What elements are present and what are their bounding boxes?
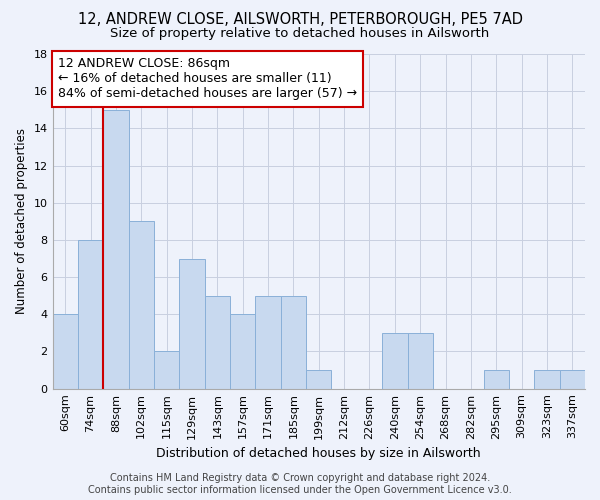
Bar [103,110,128,388]
Bar [281,296,306,388]
Text: 12 ANDREW CLOSE: 86sqm
← 16% of detached houses are smaller (11)
84% of semi-det: 12 ANDREW CLOSE: 86sqm ← 16% of detached… [58,58,357,100]
Text: Contains HM Land Registry data © Crown copyright and database right 2024.
Contai: Contains HM Land Registry data © Crown c… [88,474,512,495]
Bar [53,314,78,388]
Text: Size of property relative to detached houses in Ailsworth: Size of property relative to detached ho… [110,28,490,40]
Text: 12, ANDREW CLOSE, AILSWORTH, PETERBOROUGH, PE5 7AD: 12, ANDREW CLOSE, AILSWORTH, PETERBOROUG… [77,12,523,28]
X-axis label: Distribution of detached houses by size in Ailsworth: Distribution of detached houses by size … [157,447,481,460]
Bar [382,333,407,388]
Bar [78,240,103,388]
Bar [407,333,433,388]
Bar [534,370,560,388]
Bar [179,258,205,388]
Y-axis label: Number of detached properties: Number of detached properties [15,128,28,314]
Bar [256,296,281,388]
Bar [128,222,154,388]
Bar [484,370,509,388]
Bar [205,296,230,388]
Bar [560,370,585,388]
Bar [154,352,179,389]
Bar [230,314,256,388]
Bar [306,370,331,388]
